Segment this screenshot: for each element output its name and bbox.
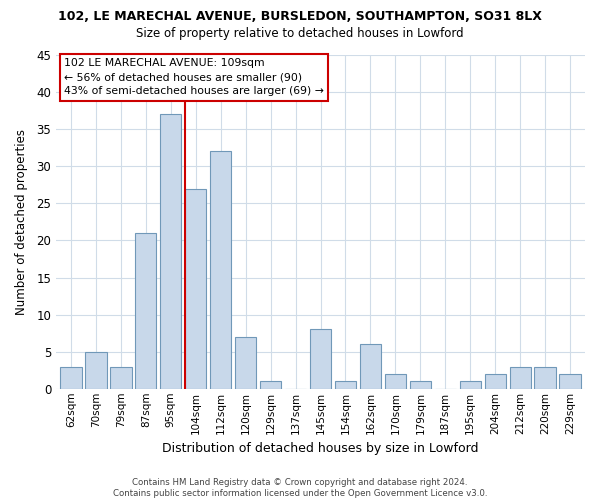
X-axis label: Distribution of detached houses by size in Lowford: Distribution of detached houses by size … (162, 442, 479, 455)
Bar (460, 382, 481, 389)
Bar (135, 233, 157, 389)
Y-axis label: Number of detached properties: Number of detached properties (15, 129, 28, 315)
Text: Size of property relative to detached houses in Lowford: Size of property relative to detached ho… (136, 28, 464, 40)
Bar (410, 382, 431, 389)
Bar (335, 382, 356, 389)
Text: 102, LE MARECHAL AVENUE, BURSLEDON, SOUTHAMPTON, SO31 8LX: 102, LE MARECHAL AVENUE, BURSLEDON, SOUT… (58, 10, 542, 23)
Bar (310, 330, 331, 389)
Bar (110, 366, 131, 389)
Text: 102 LE MARECHAL AVENUE: 109sqm
← 56% of detached houses are smaller (90)
43% of : 102 LE MARECHAL AVENUE: 109sqm ← 56% of … (64, 58, 324, 96)
Bar (485, 374, 506, 389)
Bar (210, 152, 232, 389)
Bar (360, 344, 381, 389)
Bar (160, 114, 181, 389)
Bar (509, 366, 531, 389)
Bar (85, 352, 107, 389)
Bar (260, 382, 281, 389)
Bar (535, 366, 556, 389)
Bar (61, 366, 82, 389)
Text: Contains HM Land Registry data © Crown copyright and database right 2024.
Contai: Contains HM Land Registry data © Crown c… (113, 478, 487, 498)
Bar (235, 337, 256, 389)
Bar (559, 374, 581, 389)
Bar (185, 188, 206, 389)
Bar (385, 374, 406, 389)
